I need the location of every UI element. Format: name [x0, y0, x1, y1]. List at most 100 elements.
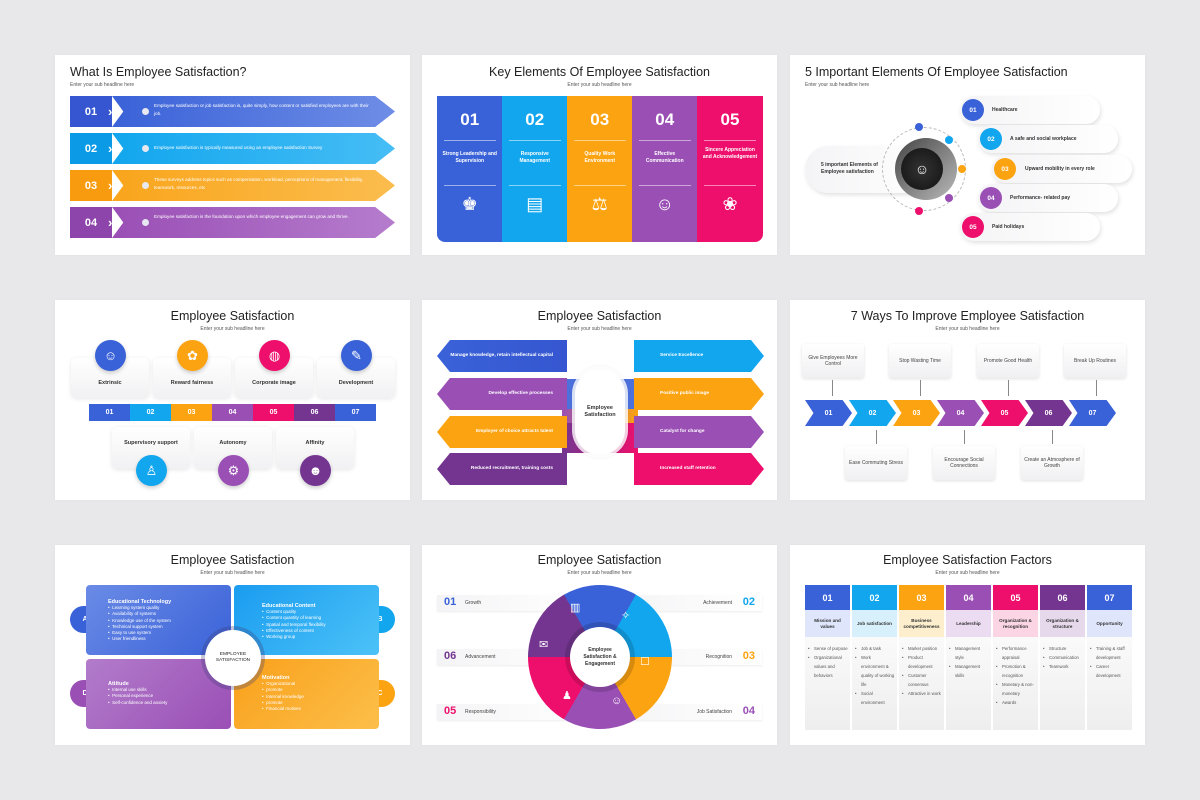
row-text: Employee satisfaction is typically measu…: [154, 145, 323, 150]
development-icon: ✎: [341, 340, 372, 371]
connector-arrow-up-icon: [832, 380, 833, 396]
step-arrow-06: 06: [1025, 400, 1072, 426]
element-label: Strong Leadership and Supervision: [442, 151, 497, 164]
benefit-left-1: Manage knowledge, retain intellectual ca…: [437, 340, 567, 372]
element-label: Sincere Appreciation and Acknowledgement: [702, 147, 758, 160]
quadrant-item: • Personal experience: [108, 693, 154, 699]
connector-dot-02: [945, 136, 953, 144]
quadrant-item: • Self-confidence and anxiety: [108, 699, 168, 705]
slide-subtitle: Enter your sub headline here: [567, 570, 632, 576]
element-number: 05: [720, 110, 740, 129]
factor-number: 02: [852, 585, 897, 610]
quadrant-item: • Technical support system: [108, 623, 163, 629]
connector-arrow-down-icon: [876, 430, 877, 444]
factor-column-04: 04 Leadership Management styleManagement…: [946, 585, 991, 730]
slide-subtitle: Enter your sub headline here: [200, 570, 265, 576]
list-row-01: 01 › Employee satisfaction or job satisf…: [70, 96, 395, 127]
center-label: Employee Satisfaction & Engagement: [570, 627, 630, 687]
element-number: 01: [962, 99, 984, 121]
element-label: Paid holidays: [992, 224, 1025, 230]
way-card-top-1: Give Employees More Control: [802, 344, 864, 378]
element-column-02: 02 Responsive Management ▤: [502, 96, 568, 242]
quadrant-item: • Financial motives: [262, 706, 301, 712]
factor-column-03: 03 Business competitiveness Market posit…: [899, 585, 944, 730]
step-05: 05: [253, 404, 294, 421]
slide-title: Employee Satisfaction: [170, 553, 295, 567]
factor-number: 04: [946, 585, 991, 610]
row-text: Employee satisfaction or job satisfactio…: [154, 103, 369, 116]
bullet-dot-icon: [142, 108, 149, 115]
leadership-icon: ♚: [461, 194, 478, 214]
connector-dot-03: [958, 165, 966, 173]
factor-label: Organization & structure: [1040, 610, 1085, 637]
chevron-right-icon: ›: [108, 178, 113, 193]
slide-title: What Is Employee Satisfaction?: [70, 65, 247, 79]
step-arrow-03: 03: [893, 400, 940, 426]
factor-label: Development: [338, 380, 374, 386]
factor-label: Autonomy: [219, 440, 247, 446]
element-number: 02: [525, 110, 545, 129]
slide-7-ways-to-improve[interactable]: 7 Ways To Improve Employee Satisfaction …: [790, 300, 1145, 500]
row-number: 04: [70, 207, 112, 238]
factor-label: Mission and values: [805, 610, 850, 637]
slide-employee-satisfaction-quadrant[interactable]: Employee Satisfaction Enter your sub hea…: [55, 545, 410, 745]
element-number: 01: [460, 110, 480, 129]
smile-face-icon: ☺: [95, 340, 126, 371]
quadrant-attitude: Attitude • Internal use skills • Persona…: [86, 659, 231, 729]
quadrant-item: • User friendliness: [108, 636, 146, 642]
factor-label: Leadership: [946, 610, 991, 637]
item-number: 02: [742, 596, 755, 608]
item-label: Responsibility: [465, 709, 496, 715]
way-card-bottom-3: Create an Atmosphere of Growth: [1021, 446, 1083, 480]
element-number: 04: [655, 110, 675, 129]
element-number: 03: [590, 110, 610, 129]
factor-number: 05: [993, 585, 1038, 610]
hierarchy-icon: ♙: [136, 455, 167, 486]
factor-label: Reward fairness: [170, 380, 214, 386]
item-number: 01: [444, 596, 457, 608]
slide-employee-satisfaction-factors[interactable]: Employee Satisfaction Factors Enter your…: [790, 545, 1145, 745]
item-label: Job Satisfaction: [696, 709, 732, 715]
team-stars-icon: ☺: [901, 148, 943, 190]
row-text: These surveys address topics such as com…: [154, 177, 364, 190]
slide-subtitle: Enter your sub headline here: [935, 326, 1000, 332]
bullet-dot-icon: [142, 182, 149, 189]
benefit-left-4: Reduced recruitment, training costs: [437, 453, 567, 485]
elements-table: 01 Strong Leadership and Supervision ♚ 0…: [437, 96, 763, 242]
slide-subtitle: Enter your sub headline here: [567, 82, 632, 88]
slide-5-important-elements[interactable]: 5 Important Elements Of Employee Satisfa…: [790, 55, 1145, 255]
quadrant-educational-content: Educational Content • Content quality • …: [234, 585, 379, 655]
gears-icon: ⚙: [218, 455, 249, 486]
step-06: 06: [294, 404, 335, 421]
factor-items: Training & staff developmentCareer devel…: [1087, 637, 1132, 730]
slide-title: Employee Satisfaction: [170, 309, 295, 323]
list-row-03: 03 › These surveys address topics such a…: [70, 170, 395, 201]
quadrant-item: • Internal knowledge: [262, 693, 304, 699]
factor-number: 03: [899, 585, 944, 610]
step-07: 07: [335, 404, 376, 421]
element-label: Responsive Management: [519, 151, 551, 164]
item-label: Achievement: [703, 600, 732, 606]
list-row-04: 04 › Employee satisfaction is the founda…: [70, 207, 395, 238]
quadrant-motivation: Motivation • Organizational • promote • …: [234, 659, 379, 729]
slide-what-is-employee-satisfaction[interactable]: What Is Employee Satisfaction? Enter you…: [55, 55, 410, 255]
row-number: 02: [70, 133, 112, 164]
factor-label: Extrinsic: [98, 380, 122, 386]
quadrant-item: • Working group: [262, 634, 296, 640]
slide-employee-satisfaction-cycle[interactable]: Employee Satisfaction Enter your sub hea…: [422, 545, 777, 745]
item-label: Growth: [465, 600, 482, 606]
slide-employee-satisfaction-benefits[interactable]: Employee Satisfaction Enter your sub hea…: [422, 300, 777, 500]
work-life-balance-icon: ⚖: [591, 194, 608, 214]
slide-subtitle: Enter your sub headline here: [567, 326, 632, 332]
center-label: EMPLOYEE SATISFACTION: [205, 630, 261, 686]
slide-key-elements[interactable]: Key Elements Of Employee Satisfaction En…: [422, 55, 777, 255]
step-02: 02: [130, 404, 171, 421]
list-row-02: 02 › Employee satisfaction is typically …: [70, 133, 395, 164]
factor-label: Job satisfaction: [852, 610, 897, 637]
slide-employee-satisfaction-timeline[interactable]: Employee Satisfaction Enter your sub hea…: [55, 300, 410, 500]
center-label: 5 important Elements of Employee satisfa…: [821, 162, 878, 175]
quadrant-item: • Availability of systems: [108, 611, 157, 617]
benefit-left-2: Develop effective processes: [437, 378, 567, 410]
quadrant-item: • promote: [262, 699, 283, 705]
growth-chart-icon: ▥: [570, 602, 581, 614]
